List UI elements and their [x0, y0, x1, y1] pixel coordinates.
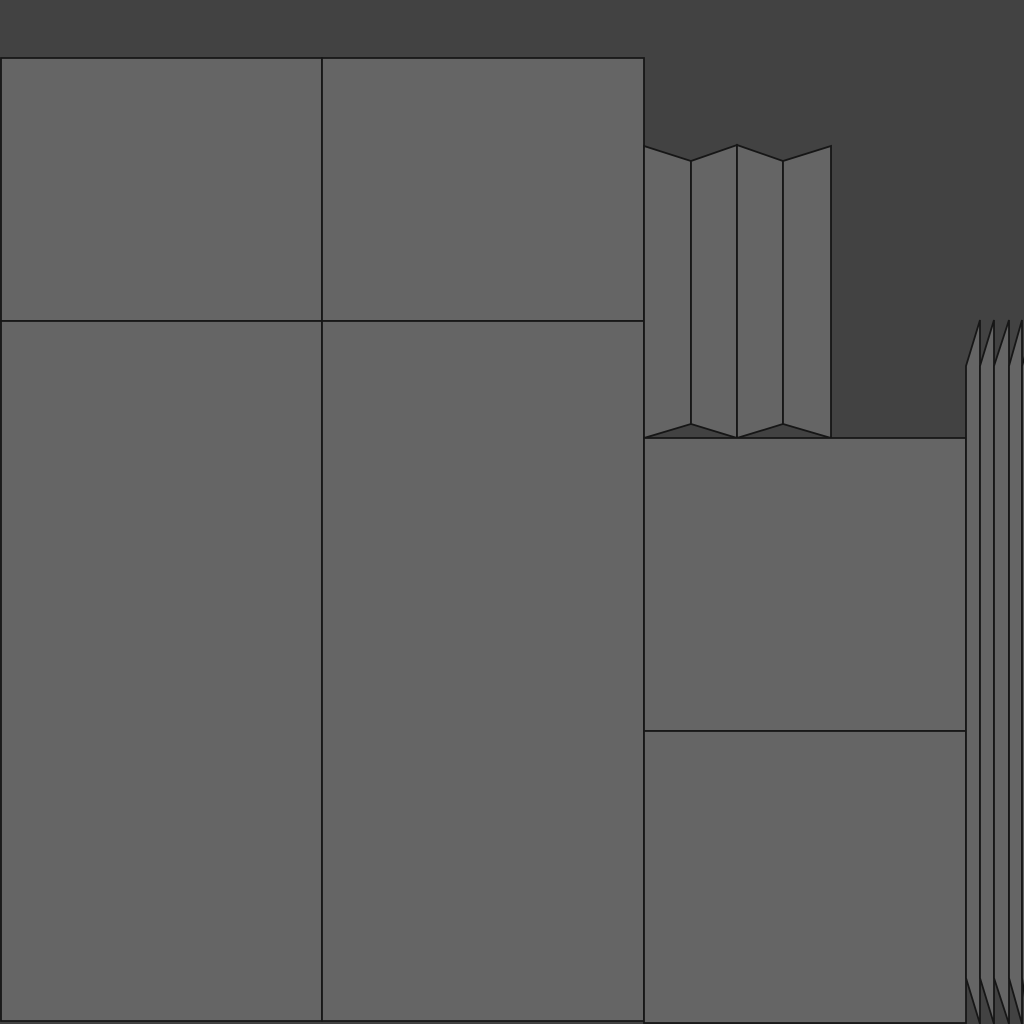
panel-top-mid — [321, 57, 645, 322]
panel-top-left — [0, 57, 323, 322]
panel-bottom-mid — [321, 320, 645, 1022]
edge-pleat-3 — [993, 319, 1010, 1024]
accordion-pleat-4 — [782, 144, 832, 440]
panel-bottom-left — [0, 320, 323, 1022]
panel-right-lower — [643, 730, 967, 1024]
edge-pleat-2 — [979, 319, 995, 1024]
accordion-pleat-1 — [643, 144, 692, 440]
edge-pleat-4 — [1008, 319, 1023, 1024]
accordion-pleat-2 — [690, 143, 738, 440]
edge-pleat-1 — [965, 319, 981, 1024]
accordion-pleat-3 — [736, 143, 784, 440]
panel-right-upper — [643, 437, 967, 732]
